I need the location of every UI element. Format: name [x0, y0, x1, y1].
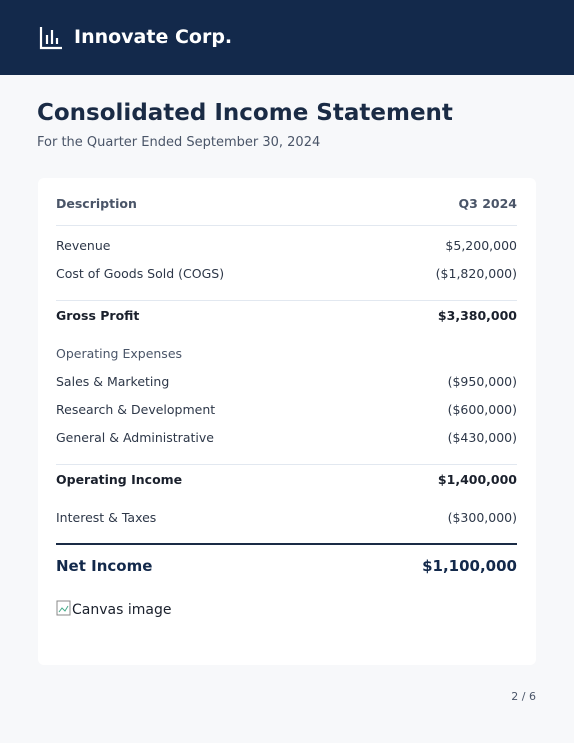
image-alt: Canvas image	[72, 602, 172, 618]
doc-title: Consolidated Income Statement	[37, 100, 453, 126]
row-amount: ($1,820,000)	[435, 266, 517, 281]
row-label: Interest & Taxes	[56, 510, 157, 525]
row-label: Revenue	[56, 238, 111, 253]
row-label: Sales & Marketing	[56, 374, 170, 389]
column-header: Description	[56, 196, 137, 211]
header-bar: Innovate Corp.	[0, 0, 574, 75]
row-amount: $1,100,000	[422, 557, 517, 575]
doc-subtitle: For the Quarter Ended September 30, 2024	[37, 135, 321, 150]
divider	[56, 300, 517, 301]
brand-name: Innovate Corp.	[74, 26, 233, 48]
column-header: Q3 2024	[458, 196, 517, 211]
row-amount: $3,380,000	[437, 308, 517, 323]
row-amount: $1,400,000	[437, 472, 517, 487]
row-label: Operating Expenses	[56, 346, 183, 361]
broken-image: Canvas image	[56, 600, 171, 618]
row-amount: ($430,000)	[447, 430, 517, 445]
logo-icon	[39, 27, 62, 50]
page-number: 2 / 6	[511, 690, 536, 703]
divider	[56, 464, 517, 465]
row-label: Gross Profit	[56, 308, 140, 323]
statement-card	[38, 178, 536, 665]
broken-image-icon	[56, 600, 71, 616]
divider	[56, 543, 517, 545]
row-amount: $5,200,000	[445, 238, 517, 253]
row-label: Operating Income	[56, 472, 183, 487]
row-label: Cost of Goods Sold (COGS)	[56, 266, 225, 281]
row-label: General & Administrative	[56, 430, 214, 445]
row-label: Research & Development	[56, 402, 216, 417]
row-amount: ($600,000)	[447, 402, 517, 417]
row-amount: ($300,000)	[447, 510, 517, 525]
row-label: Net Income	[56, 557, 153, 575]
row-amount: ($950,000)	[447, 374, 517, 389]
divider	[56, 225, 517, 226]
